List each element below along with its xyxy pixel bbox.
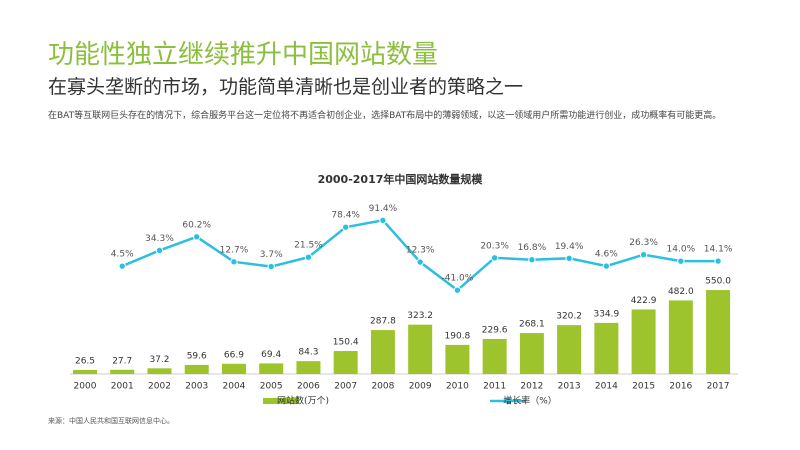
growth-point [453,286,462,294]
legend-swatch [263,398,299,404]
growth-label: 3.7% [260,250,283,260]
paragraph: 在BAT等互联网巨头存在的情况下，综合服务平台这一定位将不再适合初创企业，选择B… [48,111,722,121]
legend-label: 增长率（%） [503,395,557,407]
bar-label: 482.0 [668,287,694,297]
x-tick-label: 2014 [595,382,618,392]
growth-point [714,257,722,265]
x-tick-label: 2005 [260,382,283,392]
growth-label: 14.1% [704,245,733,255]
bar [73,369,97,374]
growth-label: 14.0% [667,245,696,255]
bar-label: 27.7 [112,356,132,366]
x-tick-label: 2008 [371,382,394,392]
bar-label: 59.6 [187,351,207,361]
bar [184,364,209,374]
growth-point [230,258,238,266]
bar-label: 150.4 [333,338,359,348]
bar [706,290,731,374]
slide-title: 功能性独立继续推升中国网站数量 [48,40,439,70]
growth-point [118,262,126,270]
x-tick-label: 2003 [185,382,208,392]
bar-label: 422.9 [631,296,657,306]
growth-label: 34.3% [145,234,174,244]
growth-label: 26.3% [629,238,658,248]
bar-label: 26.5 [75,356,95,366]
x-tick-label: 2015 [632,382,655,392]
bar [631,309,656,374]
growth-point [416,258,424,266]
growth-point [602,262,611,270]
bar-label: 268.1 [519,320,545,330]
growth-label: 21.5% [294,241,323,251]
growth-label: 4.5% [111,250,134,260]
x-tick-label: 2004 [223,382,246,392]
growth-label: -41.0% [441,274,473,284]
x-tick-label: 2002 [148,382,171,392]
x-tick-label: 2016 [669,382,692,392]
x-tick-label: 2009 [409,382,432,392]
growth-label: 78.4% [331,211,360,221]
x-tick-label: 2001 [111,382,134,392]
x-tick-label: 2006 [297,382,320,392]
growth-label: 91.4% [369,204,398,214]
growth-label: 60.2% [182,220,211,230]
growth-point [304,253,313,261]
bar-label: 229.6 [482,325,508,335]
bar [519,333,544,374]
bar-label: 323.2 [407,311,433,321]
growth-point [155,246,164,255]
x-tick-label: 2012 [520,382,543,392]
legend-label: 网站数(万个) [277,395,329,407]
bar [147,368,172,374]
x-tick-label: 2013 [558,382,581,392]
bar [408,324,433,374]
bar [668,300,693,374]
bar-label: 190.8 [445,331,471,341]
x-tick-label: 2000 [74,382,97,392]
growth-point [267,262,275,271]
legend-swatch [505,398,511,404]
growth-label: 16.8% [518,243,547,253]
bar-label: 334.9 [593,309,619,319]
bar-label: 69.4 [261,350,281,360]
chart-title: 2000-2017年中国网站数量规模 [318,172,484,186]
growth-label: 12.7% [220,245,249,255]
bar-label: 66.9 [224,350,244,360]
growth-point [490,254,499,262]
growth-point [677,257,685,265]
source: 来源：中国人民共和国互联网信息中心。 [48,417,174,425]
bar [482,338,507,374]
bar-label: 287.8 [370,317,396,327]
bar [259,363,284,374]
growth-label: 12.3% [406,246,435,256]
growth-point [639,250,648,259]
bar [557,325,582,374]
bar [594,322,619,374]
bar [296,361,321,374]
x-tick-label: 2010 [446,382,469,392]
growth-label: 19.4% [555,242,584,252]
growth-point [193,233,201,241]
bar [370,330,395,374]
growth-point [379,216,387,225]
slide-subtitle: 在寡头垄断的市场，功能简单清晰也是创业者的策略之一 [48,76,524,98]
x-tick-label: 2007 [334,382,357,392]
bar [110,369,135,374]
growth-point [528,255,536,264]
growth-point [341,223,350,231]
bar-label: 37.2 [149,355,169,365]
bar-label: 320.2 [556,312,582,322]
bar-label: 84.3 [298,348,318,358]
bar [221,363,246,374]
growth-label: 20.3% [480,241,509,251]
growth-point [565,254,573,263]
bar [333,351,358,374]
growth-label: 4.6% [595,250,618,260]
bar-label: 550.0 [705,277,731,287]
x-tick-label: 2011 [483,382,506,392]
bar [445,344,470,374]
x-tick-label: 2017 [707,382,730,392]
